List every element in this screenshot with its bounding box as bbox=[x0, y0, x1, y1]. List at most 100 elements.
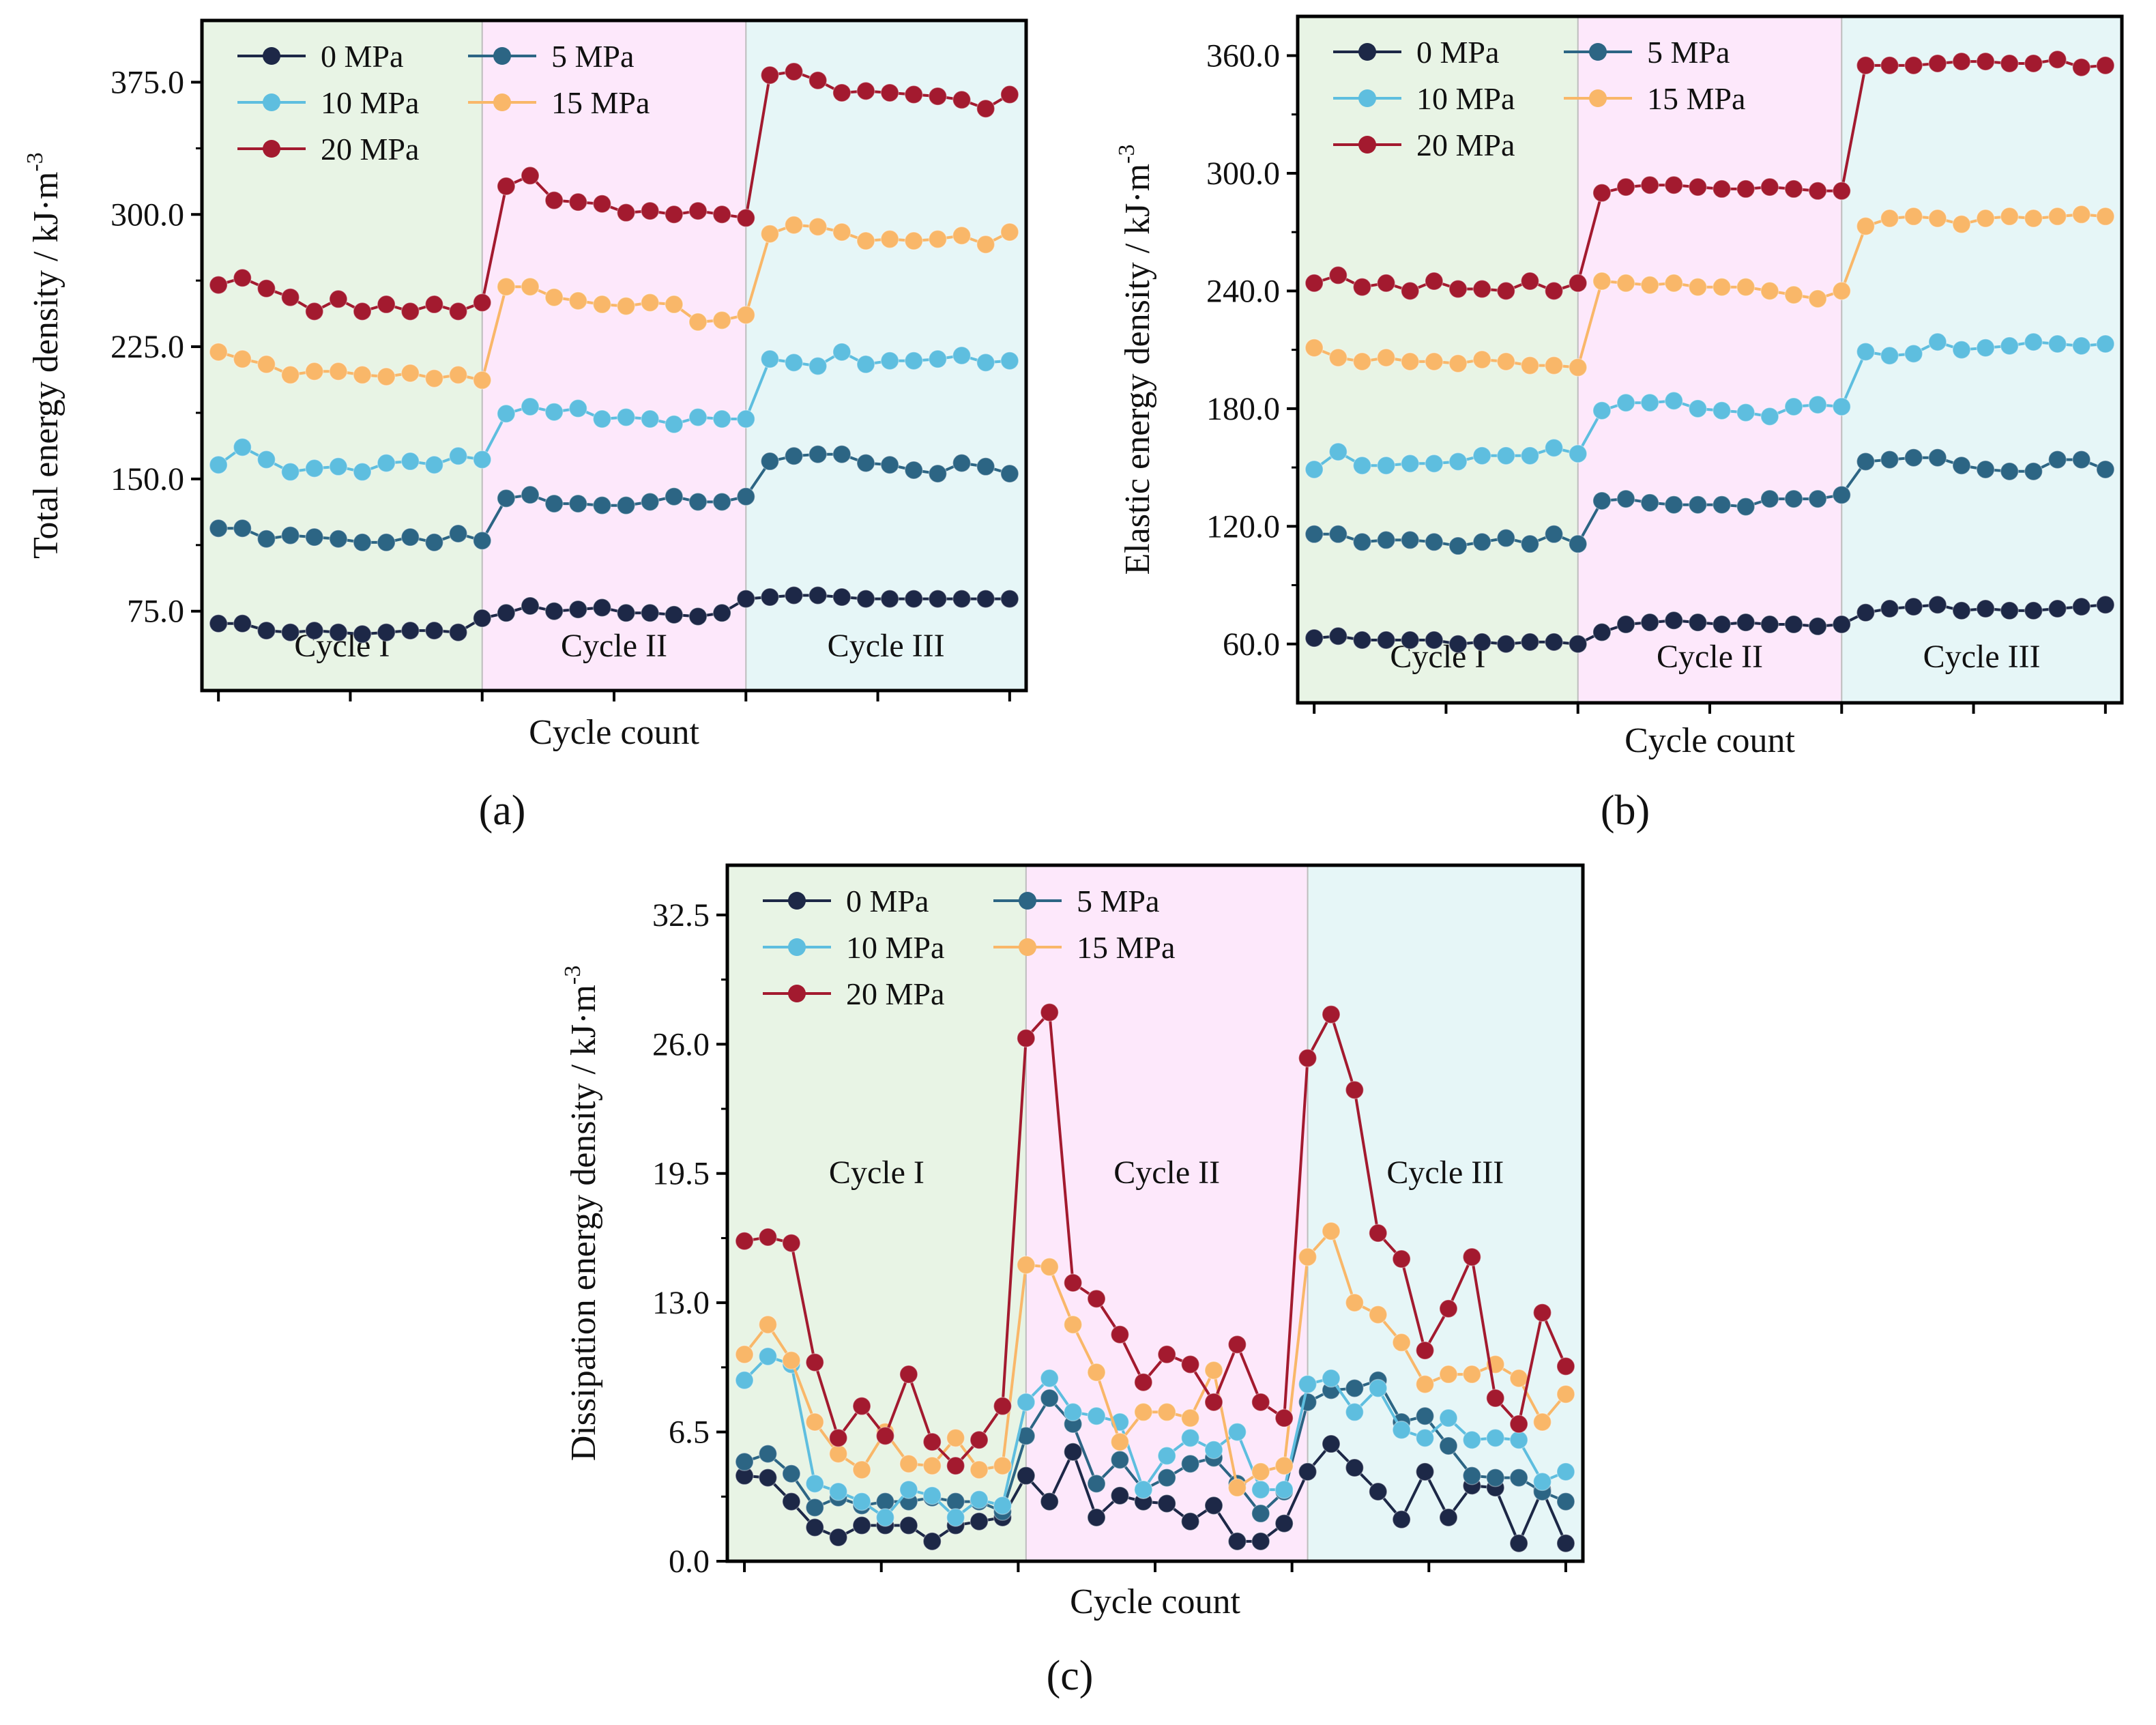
data-point bbox=[1952, 340, 1971, 360]
data-point bbox=[760, 224, 780, 244]
data-point bbox=[712, 409, 731, 429]
data-point bbox=[353, 365, 372, 385]
data-point bbox=[1532, 1472, 1552, 1492]
data-point bbox=[1204, 1361, 1223, 1380]
data-point bbox=[1688, 613, 1708, 632]
data-point bbox=[616, 203, 636, 222]
y-tick-label: 32.5 bbox=[652, 897, 710, 933]
data-point bbox=[1664, 274, 1684, 293]
data-point bbox=[805, 1474, 825, 1494]
data-point bbox=[1110, 1325, 1130, 1344]
data-point bbox=[448, 446, 468, 466]
data-point bbox=[712, 310, 731, 330]
data-point bbox=[1640, 613, 1659, 632]
data-point bbox=[1415, 1406, 1435, 1426]
data-point bbox=[758, 1347, 778, 1366]
data-point bbox=[329, 362, 348, 381]
data-point bbox=[304, 302, 324, 321]
data-point bbox=[568, 398, 588, 418]
data-point bbox=[1616, 177, 1635, 197]
data-point bbox=[875, 1492, 895, 1511]
data-point bbox=[2048, 599, 2067, 618]
data-point bbox=[209, 343, 228, 362]
y-axis-label: Total energy density / kJ·m-3 bbox=[23, 152, 65, 559]
cycle-region bbox=[1307, 865, 1583, 1561]
data-point bbox=[1592, 491, 1612, 510]
legend-swatch-marker bbox=[493, 93, 511, 111]
data-point bbox=[1952, 52, 1971, 71]
data-point bbox=[1496, 281, 1516, 301]
data-point bbox=[1544, 356, 1564, 375]
series-line bbox=[218, 594, 1010, 636]
data-point bbox=[329, 289, 348, 309]
data-point bbox=[497, 177, 516, 196]
data-point bbox=[1227, 1335, 1247, 1354]
data-point bbox=[233, 349, 252, 368]
data-point bbox=[329, 457, 348, 476]
series-line bbox=[1314, 603, 2106, 646]
legend-swatch-marker bbox=[788, 892, 806, 910]
data-point bbox=[257, 279, 276, 298]
data-point bbox=[899, 1480, 918, 1499]
data-point bbox=[448, 365, 468, 385]
data-point bbox=[1496, 528, 1516, 548]
data-point bbox=[448, 302, 468, 321]
series-line bbox=[218, 223, 1010, 382]
data-point bbox=[1298, 1247, 1317, 1266]
data-point bbox=[1856, 56, 1876, 75]
data-point bbox=[1952, 456, 1971, 475]
legend-swatch-marker bbox=[1589, 89, 1607, 107]
data-point bbox=[209, 455, 228, 474]
data-point bbox=[1063, 1402, 1083, 1422]
data-point bbox=[1904, 597, 1923, 616]
data-point bbox=[1760, 407, 1779, 426]
data-point bbox=[1322, 1004, 1341, 1024]
data-point bbox=[1472, 350, 1491, 369]
data-point bbox=[2000, 336, 2020, 356]
data-point bbox=[1400, 352, 1420, 371]
data-point bbox=[1640, 393, 1659, 412]
data-point bbox=[1760, 177, 1779, 197]
data-point bbox=[1305, 338, 1324, 358]
data-point bbox=[784, 216, 804, 235]
data-point bbox=[1227, 1422, 1247, 1442]
data-point bbox=[1712, 495, 1732, 514]
legend-label: 10 MPa bbox=[321, 85, 419, 120]
data-point bbox=[1532, 1412, 1552, 1432]
data-point bbox=[1392, 1333, 1411, 1352]
data-point bbox=[1532, 1303, 1552, 1322]
data-point bbox=[2096, 207, 2115, 226]
data-point bbox=[1485, 1389, 1505, 1408]
data-point bbox=[1251, 1393, 1270, 1412]
data-point bbox=[760, 452, 780, 471]
data-point bbox=[497, 404, 516, 424]
panel-label: (a) bbox=[479, 787, 526, 834]
data-point bbox=[1000, 464, 1019, 483]
data-point bbox=[1274, 1513, 1294, 1533]
data-point bbox=[946, 1492, 965, 1511]
x-axis-label: Cycle count bbox=[1070, 1582, 1240, 1621]
cycle-label: Cycle II bbox=[561, 628, 667, 664]
data-point bbox=[304, 621, 324, 640]
data-point bbox=[1448, 452, 1468, 472]
data-point bbox=[976, 457, 995, 476]
data-point bbox=[1400, 281, 1420, 301]
data-point bbox=[805, 1518, 825, 1537]
data-point bbox=[497, 489, 516, 508]
data-point bbox=[976, 589, 995, 609]
data-point bbox=[1736, 277, 1756, 297]
data-point bbox=[1180, 1408, 1200, 1427]
data-point bbox=[1439, 1299, 1458, 1318]
data-point bbox=[1298, 1374, 1317, 1394]
data-point bbox=[1472, 532, 1491, 552]
data-point bbox=[616, 407, 636, 427]
data-point bbox=[1305, 274, 1324, 293]
data-point bbox=[1110, 1432, 1130, 1451]
data-point bbox=[1784, 285, 1803, 304]
data-point bbox=[1328, 626, 1348, 646]
y-tick-label: 375.0 bbox=[111, 64, 184, 100]
data-point bbox=[592, 295, 612, 314]
data-point bbox=[304, 527, 324, 547]
data-point bbox=[976, 353, 995, 373]
data-point bbox=[832, 343, 851, 362]
